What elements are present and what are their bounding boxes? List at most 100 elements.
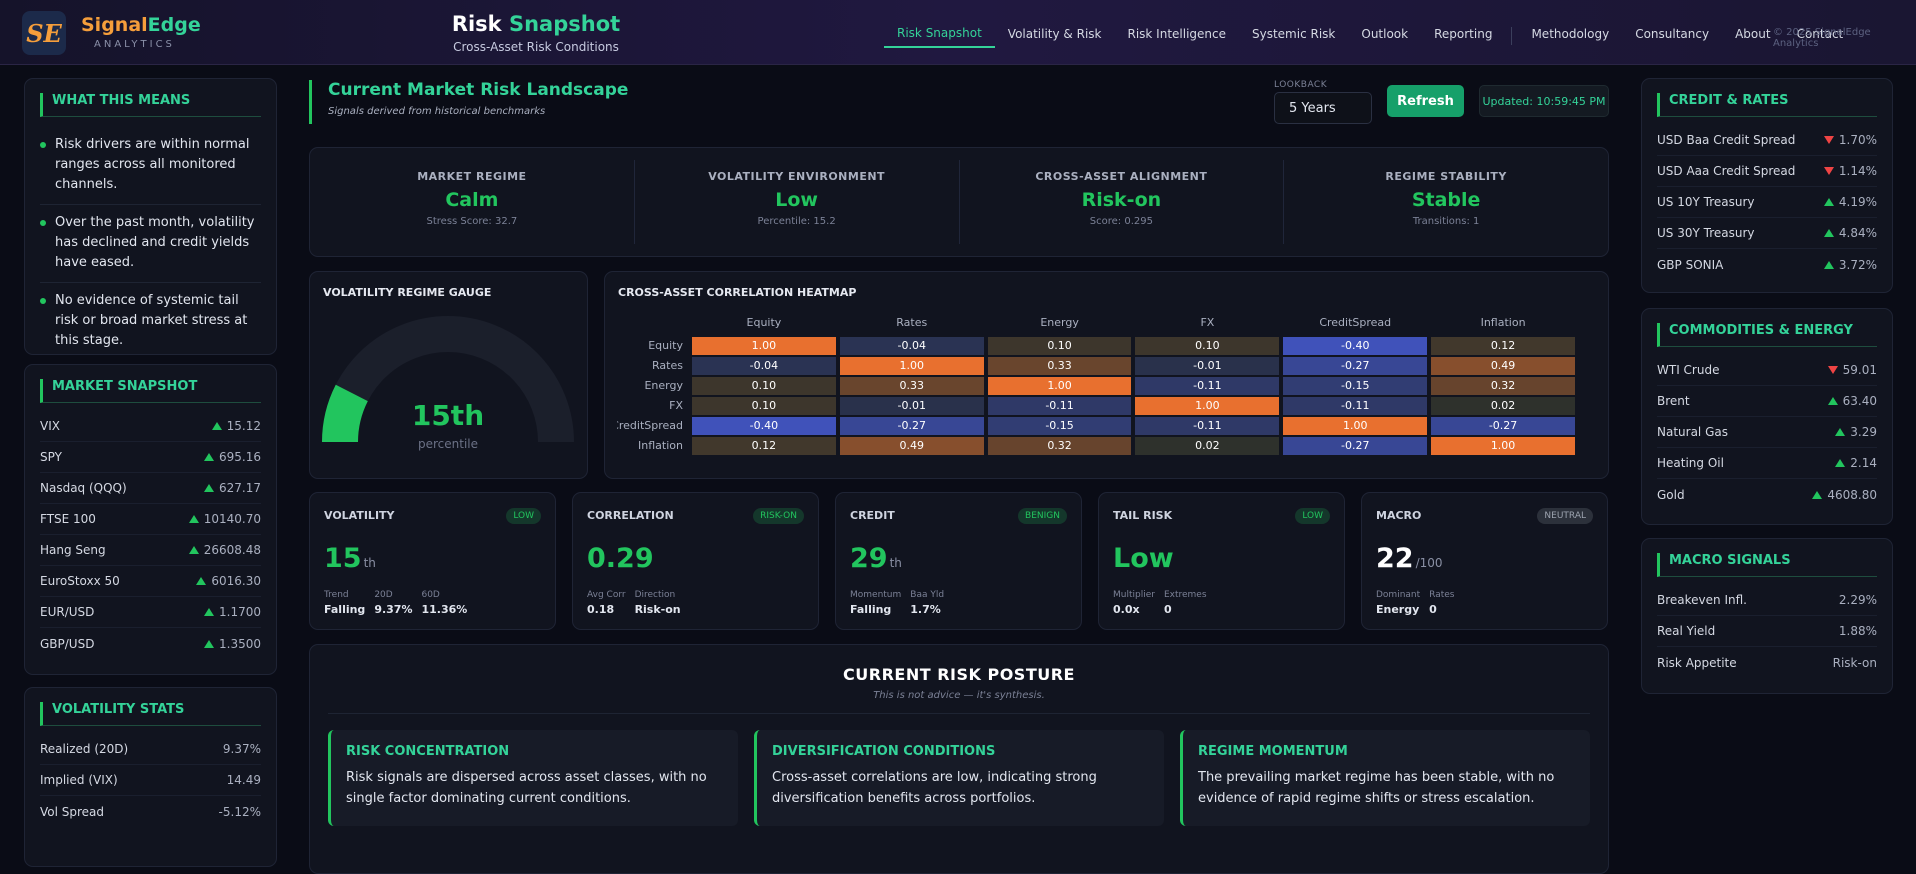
card-title: MACRO xyxy=(1376,509,1422,522)
posture-title: CURRENT RISK POSTURE xyxy=(843,665,1075,684)
heatmap-cell: 0.33 xyxy=(839,377,984,395)
row-value: 1.14% xyxy=(1838,164,1877,178)
row-value-wrap: 6016.30 xyxy=(196,574,261,588)
card-stat: Avg Corr 0.18 xyxy=(587,590,626,616)
gauge: 15th percentile xyxy=(322,316,574,451)
metric-card: MACRO NEUTRAL 22/100 Dominant Energy Rates 0 xyxy=(1361,492,1608,630)
panel-title: CREDIT & RATES xyxy=(1657,93,1877,117)
row-value-wrap: 4608.80 xyxy=(1812,488,1877,502)
posture-cards: RISK CONCENTRATION Risk signals are dispe… xyxy=(328,730,1590,826)
heatmap-cell: -0.27 xyxy=(1283,437,1428,455)
brand[interactable]: SignalEdge xyxy=(81,14,201,36)
nav-link[interactable]: Outlook xyxy=(1361,27,1409,41)
row-label: Nasdaq (QQQ) xyxy=(40,481,127,495)
row-value: 15.12 xyxy=(226,419,261,433)
regime-item: REGIME STABILITY Stable Transitions: 1 xyxy=(1284,160,1608,244)
heatmap-cell: 0.10 xyxy=(692,377,836,395)
row-label: Brent xyxy=(1657,394,1690,408)
data-row: FTSE 100 10140.70 xyxy=(40,504,261,535)
stat-value: 9.37% xyxy=(374,603,413,616)
card-value: 22/100 xyxy=(1376,543,1443,574)
card-stat: Momentum Falling xyxy=(850,590,901,616)
heatmap-panel: CROSS-ASSET CORRELATION HEATMAP Equity Ra… xyxy=(604,271,1609,479)
lookback-select[interactable]: 5 Years xyxy=(1274,92,1372,124)
nav-link[interactable]: Risk Intelligence xyxy=(1127,27,1226,41)
heatmap-column: FX xyxy=(1200,316,1215,329)
nav-link[interactable]: Contact xyxy=(1796,27,1844,41)
regime-label: VOLATILITY ENVIRONMENT xyxy=(708,170,886,183)
heatmap-cell: -0.11 xyxy=(1135,377,1280,395)
row-value-wrap: 1.14% xyxy=(1823,164,1877,178)
trend-arrow xyxy=(204,639,214,648)
trend-arrow xyxy=(1823,229,1834,237)
nav-link[interactable]: Methodology xyxy=(1531,27,1610,41)
commodities: COMMODITIES & ENERGY WTI Crude 59.01 Brent… xyxy=(1641,308,1893,525)
landscape-header: Current Market Risk Landscape Signals de… xyxy=(309,80,628,124)
data-row: EuroStoxx 50 6016.30 xyxy=(40,566,261,597)
posture-card: DIVERSIFICATION CONDITIONS Cross-asset co… xyxy=(754,730,1164,826)
trend-arrow xyxy=(1823,136,1834,144)
heatmap-cell: -0.40 xyxy=(692,417,836,435)
metric-card: TAIL RISK LOW Low Multiplier 0.0x Extremes 0 xyxy=(1098,492,1345,630)
data-row: VIX 15.12 xyxy=(40,411,261,442)
data-row: Realized (20D) 9.37% xyxy=(40,734,261,765)
heatmap-cell: 0.32 xyxy=(1431,377,1575,395)
refresh-button[interactable]: Refresh xyxy=(1387,85,1464,117)
regime-item: MARKET REGIME Calm Stress Score: 32.7 xyxy=(310,160,635,244)
row-value: 4608.80 xyxy=(1827,487,1877,502)
row-value: 1.3500 xyxy=(219,636,261,651)
trend-arrow xyxy=(211,422,222,430)
row-value: 2.29% xyxy=(1838,593,1877,607)
card-title: CORRELATION xyxy=(587,509,674,522)
macro-signals: MACRO SIGNALS Breakeven Infl. 2.29% Real Y… xyxy=(1641,538,1893,694)
data-row: GBP/USD 1.3500 xyxy=(40,628,261,659)
rows: WTI Crude 59.01 Brent 63.40 Natural Gas 3.29 H… xyxy=(1657,355,1877,510)
row-label: VIX xyxy=(40,419,60,433)
row-value: -5.12% xyxy=(218,804,261,819)
nav-link[interactable]: Volatility & Risk xyxy=(1007,27,1102,41)
nav-link[interactable]: About xyxy=(1735,27,1771,41)
trend-arrow xyxy=(196,577,207,585)
gauge-title: VOLATILITY REGIME GAUGE xyxy=(323,286,492,299)
heatmap-cell: 0.49 xyxy=(1431,357,1575,375)
card-value: 0.29 xyxy=(587,543,654,574)
data-row: Real Yield 1.88% xyxy=(1657,616,1877,647)
nav-link[interactable]: Systemic Risk xyxy=(1252,27,1336,41)
row-value-wrap: 1.3500 xyxy=(204,637,261,651)
heatmap-cell: 0.10 xyxy=(1135,337,1280,355)
data-row: Nasdaq (QQQ) 627.17 xyxy=(40,473,261,504)
landscape-subtitle: Signals derived from historical benchmar… xyxy=(328,106,546,117)
heatmap-cell: -0.40 xyxy=(1283,337,1428,355)
row-value: Risk-on xyxy=(1832,655,1877,670)
rows: Breakeven Infl. 2.29% Real Yield 1.88% Risk … xyxy=(1657,585,1877,678)
data-row: Vol Spread -5.12% xyxy=(40,796,261,827)
stat-value: 1.7% xyxy=(910,603,941,616)
row-label: GBP/USD xyxy=(40,636,95,651)
stat-label: Baa Yld xyxy=(910,590,945,600)
nav-link[interactable]: Risk Snapshot xyxy=(884,24,995,48)
stat-label: Momentum xyxy=(850,590,902,600)
regime-summary: MARKET REGIME Calm Stress Score: 32.7 VOLAT… xyxy=(309,147,1609,257)
heatmap: Equity Rates Energy FX CreditSpread Inflation… xyxy=(617,316,1576,455)
stat-label: Avg Corr xyxy=(587,590,626,600)
posture-card-text: The prevailing market regime has been st… xyxy=(1198,770,1555,806)
row-value-wrap: 14.49 xyxy=(227,773,261,787)
data-row: Implied (VIX) 14.49 xyxy=(40,765,261,796)
row-label: FTSE 100 xyxy=(40,512,96,526)
card-stat: Multiplier 0.0x xyxy=(1113,590,1155,616)
data-row: Hang Seng 26608.48 xyxy=(40,535,261,566)
stat-value: Falling xyxy=(850,603,892,616)
nav-link[interactable]: Reporting xyxy=(1434,27,1493,41)
card-value: Low xyxy=(1113,543,1174,574)
updated-time: Updated: 10:59:45 PM xyxy=(1479,85,1609,117)
data-row: SPY 695.16 xyxy=(40,442,261,473)
nav-separator xyxy=(1511,27,1513,45)
page-title: Risk Snapshot xyxy=(436,12,636,36)
row-value-wrap: 1.1700 xyxy=(204,605,261,619)
nav-link[interactable]: Consultancy xyxy=(1635,27,1710,41)
row-label: Gold xyxy=(1657,487,1685,502)
logo[interactable]: SE xyxy=(22,11,66,55)
row-label: GBP SONIA xyxy=(1657,257,1724,272)
